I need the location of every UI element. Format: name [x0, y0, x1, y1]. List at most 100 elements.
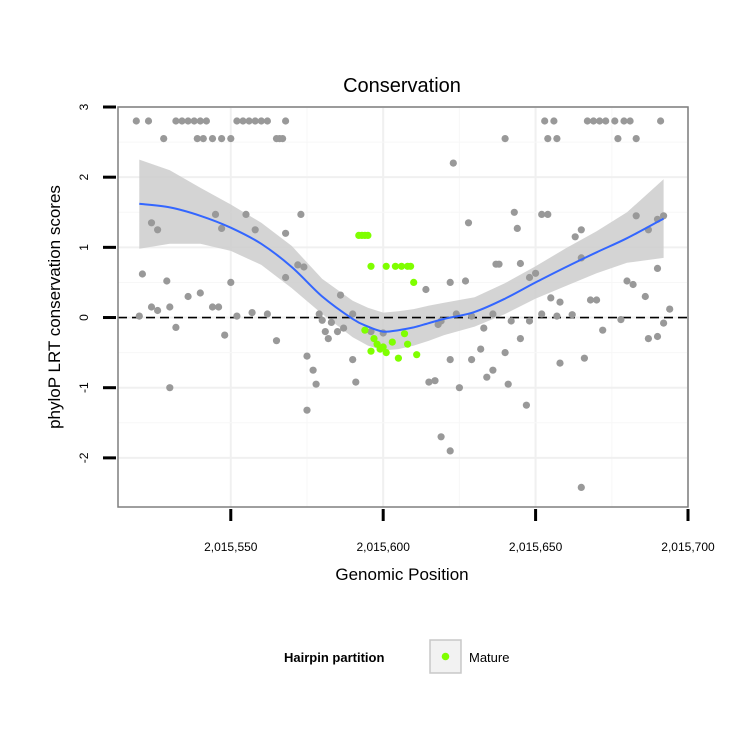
data-point — [184, 117, 192, 125]
data-point — [556, 359, 564, 367]
y-axis: -2 -1 0 1 2 3 — [77, 103, 116, 463]
data-point — [577, 226, 585, 234]
data-point — [620, 117, 628, 125]
data-point — [593, 296, 601, 304]
points-mature — [355, 231, 421, 362]
data-point — [303, 406, 311, 414]
data-point — [349, 356, 357, 364]
y-tick-label: 2 — [77, 174, 91, 181]
data-point-mature — [397, 262, 406, 270]
data-point — [333, 328, 342, 336]
data-point — [516, 335, 525, 343]
data-point-mature — [382, 262, 390, 270]
data-point — [132, 117, 140, 125]
data-point — [199, 135, 207, 143]
x-tick-label: 2,015,600 — [356, 540, 410, 554]
data-point — [340, 324, 348, 332]
data-point — [525, 317, 534, 325]
data-point — [501, 349, 509, 357]
data-point — [516, 259, 525, 268]
data-point — [282, 229, 290, 237]
data-point — [464, 219, 473, 227]
data-point — [629, 280, 637, 289]
data-point — [172, 323, 180, 331]
points-other — [132, 117, 674, 491]
data-point — [248, 309, 256, 317]
data-point — [163, 277, 171, 285]
data-point — [327, 318, 335, 326]
data-point — [251, 226, 259, 234]
data-point — [599, 326, 607, 334]
data-point — [480, 324, 488, 332]
data-point — [538, 310, 546, 318]
data-point-mature — [379, 343, 387, 351]
data-point — [577, 483, 585, 491]
data-point — [211, 210, 220, 218]
confidence-band-area — [139, 159, 664, 351]
legend-title: Hairpin partition — [284, 650, 384, 665]
data-point — [513, 224, 521, 232]
data-point — [626, 117, 634, 125]
legend-label-mature: Mature — [469, 650, 509, 665]
data-point-mature — [394, 354, 402, 362]
data-point — [184, 292, 192, 301]
data-point — [596, 117, 604, 125]
y-tick-label: 3 — [77, 103, 91, 110]
data-point-mature — [400, 330, 409, 338]
data-point — [160, 135, 168, 143]
data-point — [221, 331, 229, 339]
data-point — [553, 312, 561, 320]
data-point — [352, 378, 360, 386]
data-point — [263, 310, 271, 318]
data-point — [202, 117, 210, 125]
data-point — [657, 117, 665, 125]
data-point — [135, 312, 143, 320]
data-point — [218, 224, 226, 232]
data-point-mature — [364, 231, 372, 239]
data-point — [641, 292, 649, 301]
data-point — [461, 277, 470, 285]
data-point — [510, 208, 518, 216]
data-point-mature — [388, 338, 396, 346]
data-point-mature — [367, 347, 375, 355]
data-point — [425, 378, 433, 386]
data-point — [507, 317, 515, 325]
data-point — [309, 366, 317, 374]
data-point-mature — [391, 262, 399, 270]
data-point — [653, 332, 662, 341]
data-point — [568, 311, 576, 319]
data-point — [239, 117, 247, 125]
data-point — [525, 273, 534, 282]
data-point — [446, 356, 454, 364]
data-point — [233, 117, 241, 125]
data-point — [544, 210, 552, 218]
data-point — [611, 117, 619, 125]
data-point-mature — [382, 349, 390, 357]
data-point — [172, 117, 180, 125]
data-point — [218, 135, 226, 143]
data-point — [144, 117, 153, 125]
data-point — [154, 226, 162, 234]
data-point-mature — [410, 278, 418, 286]
data-point — [297, 210, 305, 218]
x-axis: 2,015,550 2,015,600 2,015,650 2,015,700 — [204, 509, 715, 554]
data-point — [660, 319, 668, 327]
data-point — [586, 296, 595, 304]
data-point — [138, 270, 146, 278]
data-point — [279, 135, 287, 143]
data-point — [263, 117, 271, 125]
data-point — [367, 328, 375, 336]
data-point — [215, 303, 223, 311]
data-point — [251, 117, 259, 125]
data-point — [208, 303, 217, 311]
data-point-mature — [361, 326, 369, 334]
y-tick-label: 1 — [77, 244, 91, 251]
data-point — [422, 285, 430, 294]
data-point — [580, 354, 589, 362]
data-point — [318, 316, 326, 324]
x-axis-title: Genomic Position — [335, 565, 468, 584]
data-point — [196, 289, 204, 297]
x-tick-label: 2,015,700 — [661, 540, 715, 554]
data-point-mature — [413, 351, 421, 359]
data-point — [312, 380, 320, 388]
